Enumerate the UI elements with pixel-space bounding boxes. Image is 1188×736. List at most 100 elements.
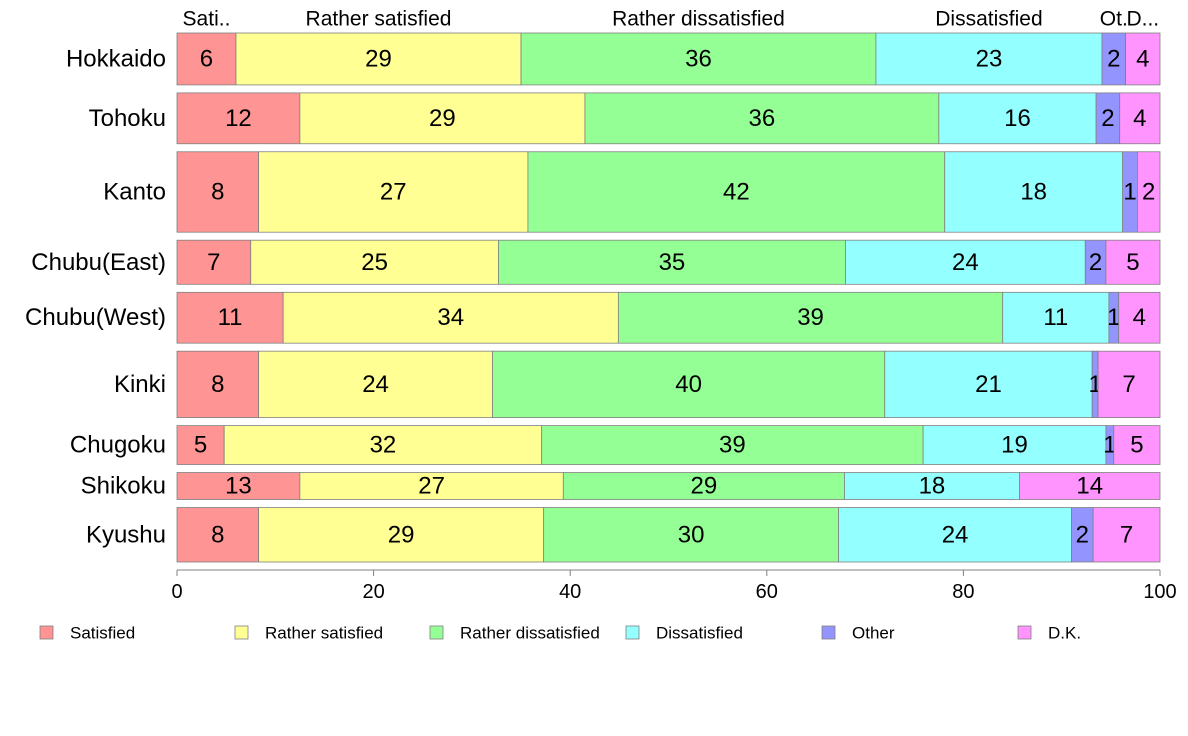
- category-label: Chubu(West): [25, 304, 166, 331]
- bar-row-tohoku: Tohoku 12 29 36 16 2 4: [89, 92, 1161, 145]
- column-headers: Sati.. Rather satisfied Rather dissatisfie…: [183, 8, 1160, 31]
- bar-segment-rather-satisfied: [258, 507, 545, 563]
- bar-segment-d-k: [1105, 239, 1161, 285]
- data-label: 4: [1133, 304, 1146, 331]
- bar-segment-rather-satisfied: [223, 425, 543, 465]
- data-label: 24: [952, 249, 979, 276]
- bar-segment-satisfied: [176, 239, 252, 285]
- data-label: 40: [675, 371, 702, 398]
- data-label: 12: [225, 105, 252, 132]
- data-label: 18: [1020, 178, 1047, 205]
- data-label: 4: [1136, 45, 1149, 72]
- legend-item-d-k: D.K.: [1017, 624, 1081, 643]
- category-label: Kyushu: [86, 521, 166, 548]
- bar-segment-d-k: [1125, 32, 1161, 86]
- bar-segment-d-k: [1119, 92, 1161, 145]
- category-label: Shikoku: [81, 473, 166, 500]
- bar-segment-dissatisfied: [944, 151, 1124, 233]
- bar-segment-satisfied: [176, 291, 284, 344]
- bar-segment-d-k: [1136, 151, 1161, 233]
- column-header: Sati..: [183, 8, 231, 31]
- category-label: Chugoku: [70, 432, 166, 459]
- data-label: 30: [678, 521, 705, 548]
- bar-segment-rather-dissatisfied: [527, 151, 946, 233]
- x-tick-label: 0: [171, 581, 182, 603]
- data-label: 23: [976, 45, 1003, 72]
- bar-segment-dissatisfied: [875, 32, 1103, 86]
- bar-segment-d-k: [1019, 472, 1161, 500]
- column-header: Rather dissatisfied: [612, 8, 785, 31]
- column-header: D...: [1126, 8, 1159, 31]
- bar-segment-d-k: [1097, 350, 1161, 418]
- data-label: 11: [1043, 304, 1068, 331]
- data-label: 27: [418, 473, 445, 500]
- x-tick-label: 100: [1143, 581, 1176, 603]
- bar-row-chubu-east: Chubu(East) 7 25 35 24 2 5: [31, 239, 1161, 285]
- data-label: 5: [1130, 432, 1143, 459]
- data-label: 36: [749, 105, 776, 132]
- bar-segment-rather-dissatisfied: [562, 472, 845, 500]
- bar-row-chugoku: Chugoku 5 32 39 19 1 5: [70, 425, 1161, 465]
- bar-row-kanto: Kanto 8 27 42 18 1 2: [103, 151, 1161, 233]
- bar-segment-rather-satisfied: [250, 239, 499, 285]
- legend-item-rather-dissatisfied: Rather dissatisfied: [429, 624, 600, 643]
- category-label: Kanto: [103, 178, 166, 205]
- legend-item-dissatisfied: Dissatisfied: [625, 624, 743, 643]
- legend-item-satisfied: Satisfied: [39, 624, 135, 643]
- data-label: 34: [437, 304, 464, 331]
- data-label: 36: [685, 45, 712, 72]
- bar-segment-rather-dissatisfied: [584, 92, 940, 145]
- category-label: Chubu(East): [31, 249, 166, 276]
- data-label: 8: [211, 178, 224, 205]
- legend-label: Other: [852, 624, 895, 643]
- bar-segment-d-k: [1092, 507, 1161, 563]
- column-header: Ot.: [1100, 8, 1128, 31]
- bar-segment-dissatisfied: [884, 350, 1093, 418]
- data-label: 29: [691, 473, 718, 500]
- bar-row-kyushu: Kyushu 8 29 30 24 2 7: [86, 507, 1161, 563]
- legend-swatch: [821, 625, 836, 640]
- data-label: 21: [975, 371, 1002, 398]
- legend-label: D.K.: [1048, 624, 1081, 643]
- bar-segment-satisfied: [176, 92, 301, 145]
- data-label: 7: [207, 249, 220, 276]
- legend-swatch: [1017, 625, 1032, 640]
- bar-segment-satisfied: [176, 472, 301, 500]
- legend-item-other: Other: [821, 624, 895, 643]
- x-tick-label: 20: [362, 581, 384, 603]
- bar-segment-rather-dissatisfied: [541, 425, 924, 465]
- bar-segment-rather-dissatisfied: [520, 32, 877, 86]
- data-label: 16: [1004, 105, 1031, 132]
- bar-segment-satisfied: [176, 350, 259, 418]
- bar-row-kinki: Kinki 8 24 40 21 1 7: [114, 350, 1161, 418]
- data-label: 8: [211, 521, 224, 548]
- column-header: Dissatisfied: [935, 8, 1042, 31]
- data-label: 29: [365, 45, 392, 72]
- data-label: 8: [211, 371, 224, 398]
- bar-segment-d-k: [1118, 291, 1161, 344]
- data-label: 6: [200, 45, 213, 72]
- data-label: 2: [1107, 45, 1120, 72]
- data-label: 35: [659, 249, 686, 276]
- bar-segment-dissatisfied: [838, 507, 1072, 563]
- bar-segment-dissatisfied: [1002, 291, 1110, 344]
- data-label: 2: [1089, 249, 1102, 276]
- data-label: 1: [1123, 178, 1136, 205]
- legend-item-rather-satisfied: Rather satisfied: [234, 624, 383, 643]
- legend: Satisfied Rather satisfied Rather dissatis…: [39, 624, 1081, 643]
- data-label: 5: [194, 432, 207, 459]
- bar-segment-rather-satisfied: [258, 350, 493, 418]
- bar-segment-rather-satisfied: [299, 92, 586, 145]
- bar-segment-dissatisfied: [844, 472, 1020, 500]
- column-header: Rather satisfied: [306, 8, 452, 31]
- data-label: 24: [362, 371, 389, 398]
- x-tick-label: 60: [756, 581, 778, 603]
- category-label: Hokkaido: [66, 45, 166, 72]
- data-label: 1: [1103, 432, 1116, 459]
- bar-segment-dissatisfied: [938, 92, 1097, 145]
- legend-label: Dissatisfied: [656, 624, 743, 643]
- bar-segment-rather-dissatisfied: [498, 239, 846, 285]
- data-label: 7: [1122, 371, 1135, 398]
- bar-segment-rather-satisfied: [282, 291, 619, 344]
